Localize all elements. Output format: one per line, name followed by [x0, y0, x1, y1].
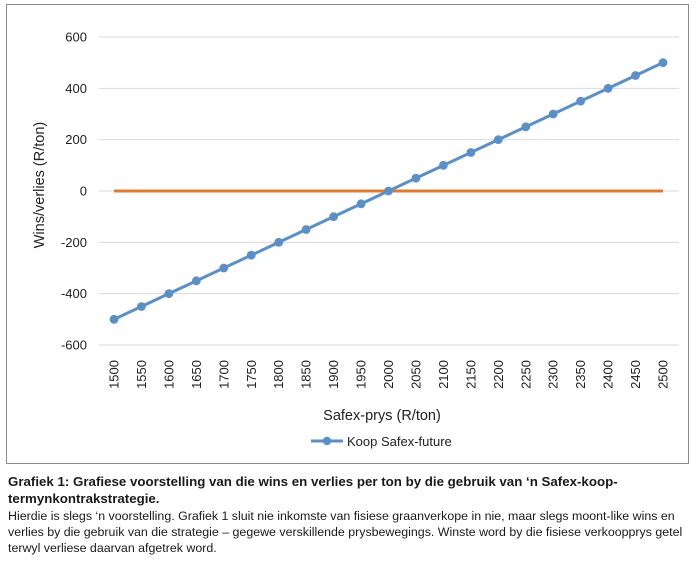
x-tick-label: 1700: [216, 360, 231, 389]
data-point: [658, 58, 668, 68]
chart-frame: 600 400 200 0 -200 -400 -600 1500 1550 1600 1650 1…: [6, 4, 689, 464]
data-point: [191, 276, 201, 286]
y-tick-label: 0: [80, 184, 87, 199]
data-point: [521, 122, 531, 132]
data-point: [164, 289, 174, 299]
x-tick-label: 2300: [546, 360, 561, 389]
data-point: [576, 96, 586, 106]
x-tick-labels: 1500 1550 1600 1650 1700 1750 1800 1850 1900 1950…: [107, 360, 671, 389]
x-tick-label: 1650: [189, 360, 204, 389]
y-axis-title: Wins/verlies (R/ton): [32, 122, 48, 249]
data-point: [109, 314, 119, 324]
x-tick-label: 1750: [244, 360, 259, 389]
x-tick-label: 1500: [107, 360, 122, 389]
data-point: [219, 263, 229, 273]
y-tick-label: -400: [61, 286, 87, 301]
data-point: [411, 173, 421, 183]
x-tick-label: 2050: [408, 360, 423, 389]
data-point: [466, 148, 476, 157]
x-tick-label: 1550: [134, 360, 149, 389]
y-tick-label: 400: [65, 81, 87, 96]
caption-title: Grafiek 1: Grafiese voorstelling van die…: [8, 474, 618, 506]
data-point: [246, 250, 256, 260]
legend-label: Koop Safex-future: [347, 434, 452, 449]
x-tick-label: 1900: [326, 360, 341, 389]
figure-caption: Grafiek 1: Grafiese voorstelling van die…: [8, 473, 692, 556]
data-point: [631, 71, 640, 80]
x-tick-label: 2400: [601, 360, 616, 389]
data-point: [301, 225, 311, 234]
legend: Koop Safex-future: [311, 434, 452, 449]
data-point: [329, 212, 338, 222]
series-lines: [109, 58, 668, 324]
x-tick-label: 2150: [463, 360, 478, 389]
data-point: [384, 186, 393, 196]
x-tick-label: 1850: [299, 360, 314, 389]
x-tick-label: 2250: [518, 360, 533, 389]
x-tick-label: 1800: [271, 360, 286, 389]
data-point: [137, 302, 146, 311]
legend-marker-swatch: [322, 436, 332, 446]
y-tick-labels: 600 400 200 0 -200 -400 -600: [61, 30, 87, 353]
x-tick-label: 2450: [628, 360, 643, 389]
y-tick-label: -200: [61, 235, 87, 250]
y-tick-label: -600: [61, 338, 87, 353]
data-point: [274, 237, 284, 247]
data-point: [439, 160, 448, 170]
caption-body: Hierdie is slegs ‘n voorstelling. Grafie…: [8, 509, 683, 555]
x-tick-label: 2200: [491, 360, 506, 389]
data-point: [493, 135, 503, 145]
x-tick-label: 1600: [161, 360, 176, 389]
x-tick-label: 2500: [656, 360, 671, 389]
y-tick-label: 600: [65, 30, 87, 45]
y-tick-label: 200: [65, 132, 87, 147]
x-axis-title: Safex-prys (R/ton): [323, 408, 441, 424]
x-tick-label: 2350: [573, 360, 588, 389]
data-point: [548, 109, 558, 119]
data-point: [603, 83, 613, 93]
x-tick-label: 2100: [436, 360, 451, 389]
x-tick-label: 2000: [381, 360, 396, 389]
x-tick-label: 1950: [354, 360, 369, 389]
data-point: [356, 199, 366, 209]
